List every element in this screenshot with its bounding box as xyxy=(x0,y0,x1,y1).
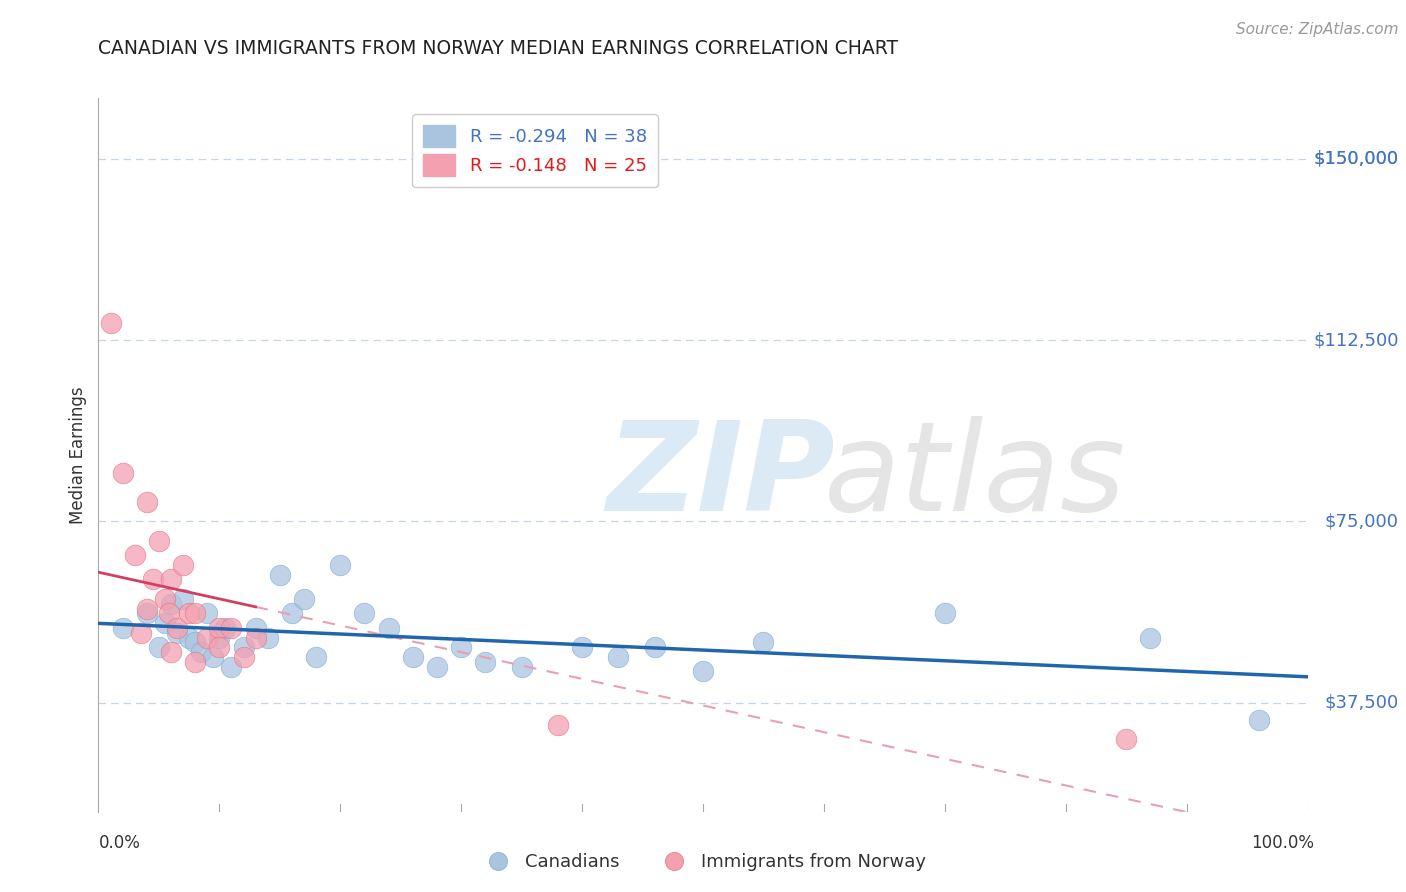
Point xyxy=(571,640,593,655)
Text: 0.0%: 0.0% xyxy=(98,834,141,852)
Point xyxy=(124,549,146,563)
Point xyxy=(547,717,569,731)
Point xyxy=(160,645,183,659)
Point xyxy=(353,607,375,621)
Point xyxy=(177,631,201,645)
Point xyxy=(184,635,207,649)
Point xyxy=(111,621,134,635)
Point xyxy=(245,631,267,645)
Point xyxy=(157,607,180,621)
Point xyxy=(245,621,267,635)
Legend: Canadians, Immigrants from Norway: Canadians, Immigrants from Norway xyxy=(472,847,934,879)
Point xyxy=(232,640,254,655)
Point xyxy=(450,640,472,655)
Text: $75,000: $75,000 xyxy=(1324,512,1399,531)
Legend: R = -0.294   N = 38, R = -0.148   N = 25: R = -0.294 N = 38, R = -0.148 N = 25 xyxy=(412,114,658,187)
Point xyxy=(256,631,278,645)
Point xyxy=(195,607,218,621)
Y-axis label: Median Earnings: Median Earnings xyxy=(69,386,87,524)
Text: $112,500: $112,500 xyxy=(1313,331,1399,349)
Point xyxy=(269,567,291,582)
Point xyxy=(292,591,315,606)
Point xyxy=(607,649,630,664)
Point xyxy=(135,607,157,621)
Point xyxy=(195,631,218,645)
Point xyxy=(214,621,236,635)
Point xyxy=(1139,631,1161,645)
Point xyxy=(752,635,775,649)
Point xyxy=(426,659,449,673)
Point xyxy=(177,607,201,621)
Point xyxy=(135,495,157,509)
Text: Source: ZipAtlas.com: Source: ZipAtlas.com xyxy=(1236,22,1399,37)
Point xyxy=(166,625,188,640)
Text: ZIP: ZIP xyxy=(606,416,835,537)
Point xyxy=(329,558,352,572)
Point xyxy=(172,558,194,572)
Point xyxy=(184,607,207,621)
Point xyxy=(166,621,188,635)
Point xyxy=(160,597,183,611)
Point xyxy=(644,640,666,655)
Point xyxy=(692,665,714,679)
Point xyxy=(402,649,425,664)
Point xyxy=(474,655,496,669)
Point xyxy=(221,659,243,673)
Point xyxy=(208,621,231,635)
Point xyxy=(190,645,212,659)
Point xyxy=(172,591,194,606)
Text: CANADIAN VS IMMIGRANTS FROM NORWAY MEDIAN EARNINGS CORRELATION CHART: CANADIAN VS IMMIGRANTS FROM NORWAY MEDIA… xyxy=(98,39,898,58)
Point xyxy=(510,659,533,673)
Point xyxy=(934,607,956,621)
Point xyxy=(160,573,183,587)
Text: 100.0%: 100.0% xyxy=(1251,834,1315,852)
Point xyxy=(281,607,304,621)
Text: atlas: atlas xyxy=(824,416,1126,537)
Point xyxy=(202,649,225,664)
Text: $37,500: $37,500 xyxy=(1324,694,1399,712)
Text: $150,000: $150,000 xyxy=(1313,150,1399,168)
Point xyxy=(232,649,254,664)
Point xyxy=(184,655,207,669)
Point xyxy=(305,649,328,664)
Point xyxy=(111,466,134,480)
Point xyxy=(100,316,122,330)
Text: $150,000: $150,000 xyxy=(1313,150,1399,168)
Point xyxy=(153,591,176,606)
Point xyxy=(208,640,231,655)
Point xyxy=(1249,713,1271,727)
Point xyxy=(135,601,157,615)
Point xyxy=(129,625,152,640)
Point xyxy=(377,621,399,635)
Point xyxy=(221,621,243,635)
Point xyxy=(208,631,231,645)
Point xyxy=(148,640,170,655)
Point xyxy=(153,615,176,630)
Point xyxy=(1115,732,1137,747)
Point xyxy=(148,533,170,548)
Point xyxy=(142,573,165,587)
